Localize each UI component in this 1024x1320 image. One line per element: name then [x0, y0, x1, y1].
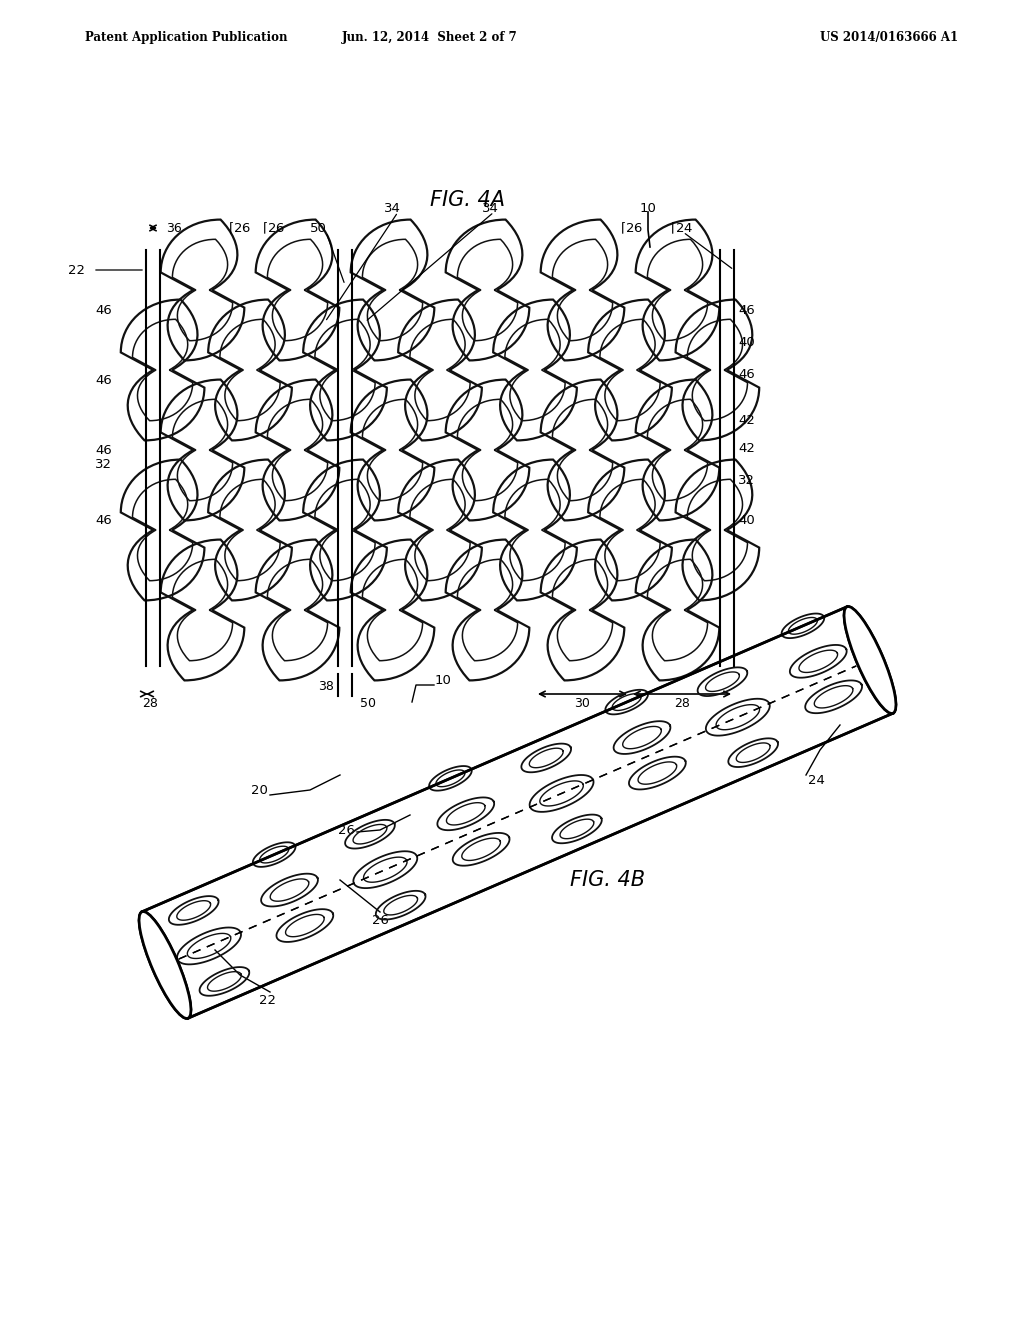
Text: $\mathsf{\lceil}$26: $\mathsf{\lceil}$26 — [228, 220, 251, 236]
Text: Jun. 12, 2014  Sheet 2 of 7: Jun. 12, 2014 Sheet 2 of 7 — [342, 32, 518, 45]
Text: 32: 32 — [95, 458, 112, 471]
Text: 28: 28 — [674, 697, 690, 710]
Text: 46: 46 — [95, 374, 112, 387]
Text: 50: 50 — [360, 697, 376, 710]
Text: 46: 46 — [95, 304, 112, 317]
Text: FIG. 4B: FIG. 4B — [570, 870, 645, 890]
Text: 34: 34 — [384, 202, 400, 214]
Text: 40: 40 — [738, 513, 755, 527]
Ellipse shape — [844, 606, 896, 714]
Text: 32: 32 — [738, 474, 755, 487]
Text: 22: 22 — [259, 994, 276, 1006]
Text: 38: 38 — [318, 680, 334, 693]
Text: 26: 26 — [338, 824, 355, 837]
Text: 10: 10 — [435, 673, 452, 686]
Text: 46: 46 — [738, 368, 755, 381]
Text: 46: 46 — [738, 304, 755, 317]
Text: 22: 22 — [68, 264, 85, 276]
Text: 40: 40 — [738, 335, 755, 348]
Text: 30: 30 — [574, 697, 591, 710]
Text: 26: 26 — [372, 913, 388, 927]
Text: 46: 46 — [95, 444, 112, 457]
Ellipse shape — [139, 912, 190, 1019]
Text: 36: 36 — [166, 222, 181, 235]
Text: 42: 42 — [738, 441, 755, 454]
Text: 28: 28 — [142, 697, 159, 710]
Ellipse shape — [844, 606, 896, 714]
Text: 20: 20 — [251, 784, 268, 796]
Text: Patent Application Publication: Patent Application Publication — [85, 32, 288, 45]
Polygon shape — [142, 607, 893, 1018]
Text: 10: 10 — [640, 202, 656, 214]
Text: $\mathsf{\lceil}$26: $\mathsf{\lceil}$26 — [262, 220, 285, 236]
Text: FIG. 4A: FIG. 4A — [430, 190, 505, 210]
Ellipse shape — [139, 912, 190, 1019]
Text: US 2014/0163666 A1: US 2014/0163666 A1 — [820, 32, 958, 45]
Text: 50: 50 — [310, 222, 327, 235]
Text: 24: 24 — [808, 774, 825, 787]
Text: $\mathsf{\lceil}$24: $\mathsf{\lceil}$24 — [670, 220, 693, 236]
Text: 46: 46 — [95, 513, 112, 527]
Text: 34: 34 — [481, 202, 499, 214]
Text: $\mathsf{\lceil}$26: $\mathsf{\lceil}$26 — [620, 220, 643, 236]
Text: 42: 42 — [738, 413, 755, 426]
